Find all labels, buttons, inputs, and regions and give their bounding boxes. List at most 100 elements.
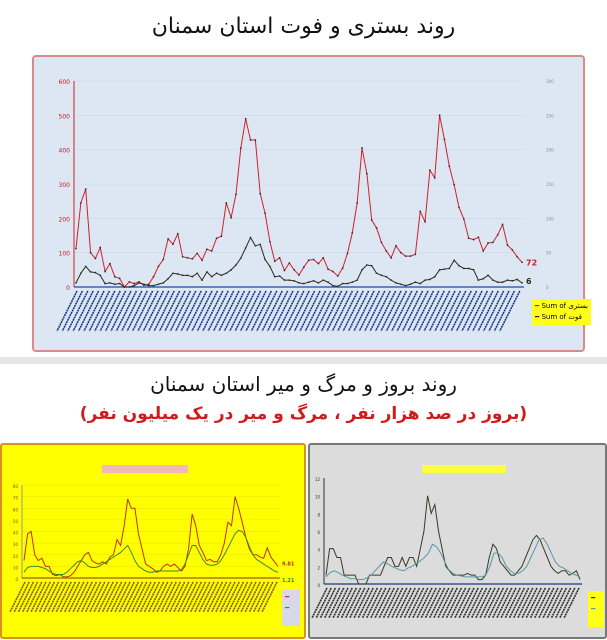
x-tick-label-mark [158,290,181,332]
data-point [395,281,397,284]
y-right-tick-label: 150 [546,182,554,187]
x-tick-label-mark [439,290,462,332]
x-tick-label-mark [126,581,144,613]
data-point [501,281,504,284]
chart-svg-mortality: 0 2 4 6 8 10 12 [311,477,582,619]
data-point [113,283,116,286]
x-tick-label-mark [401,290,424,332]
x-tick-label-mark [504,587,521,619]
data-point [356,279,359,282]
data-point [496,233,499,236]
data-point [506,279,509,282]
data-point [380,274,383,277]
x-tick-label-mark [483,587,500,619]
data-point [181,255,184,258]
y-tick-label: 70 [13,496,19,501]
x-tick-label-mark [455,290,478,332]
y-tick-label: 600 [59,79,71,86]
x-tick-label-mark [328,587,345,619]
legend-main: ━ Sum of بستری ━ Sum of فوت [532,299,592,325]
data-point [293,279,296,282]
x-tick-label-mark [361,587,379,619]
data-point [453,259,456,262]
data-point [89,270,92,273]
data-point [269,265,271,268]
data-point [404,284,407,287]
data-point [341,267,344,270]
x-tick-label-mark [215,581,232,613]
data-point [239,147,242,149]
data-point [288,262,291,264]
x-tick-label-mark [223,581,240,613]
x-tick-label-mark [67,290,89,332]
x-tick-label-mark [491,587,509,619]
x-tick-label-mark [538,587,555,619]
y-right-tick-label: 250 [546,113,554,118]
data-point [244,246,247,249]
data-point [307,281,310,284]
legend-mortality: ━ ━ [588,591,604,627]
x-tick-label-mark [407,587,425,619]
legend-item-hospitalized: ━ Sum of بستری [535,302,589,310]
data-point [307,259,310,262]
x-tick-label-mark [198,581,215,613]
x-tick-label-mark [84,581,102,613]
x-tick-label-mark [126,290,148,332]
x-tick-label-mark [229,290,251,332]
data-point [230,216,233,219]
x-tick-label-mark [175,290,197,332]
data-point [453,183,456,186]
chart-svg-main: 0 100 200 300 400 500 600 0 50 100 150 200 250 300 72 6 [56,79,554,332]
data-point [104,282,106,285]
chart-title-box [102,465,188,473]
data-point [317,281,320,284]
data-point [191,257,194,260]
x-tick-label-mark [105,581,123,613]
legend-label: Sum of بستری [541,302,589,310]
data-point [210,250,213,252]
data-point [458,206,460,209]
data-point [433,176,436,179]
data-point [249,139,252,141]
data-point [196,272,199,275]
data-point [142,283,145,286]
data-point [191,275,194,278]
x-tick-label-mark [55,581,72,613]
x-tick-label-mark [378,587,395,619]
data-point [443,268,446,271]
x-tick-label-mark [17,581,35,613]
x-tick-label-mark [227,581,245,613]
x-tick-label-mark [374,587,391,619]
x-tick-label-mark [403,587,421,619]
data-point [293,268,296,271]
x-tick-label-mark [244,581,261,613]
x-tick-label-mark [475,587,492,619]
x-tick-label-mark [369,290,391,332]
x-tick-label-mark [283,290,305,332]
data-point [472,238,475,241]
x-tick-label-mark [210,581,228,613]
data-point [220,274,223,277]
x-tick-label-mark [461,290,483,332]
data-point [462,267,465,270]
x-tick-label-mark [382,587,400,619]
x-tick-label-mark [512,587,530,619]
x-tick-label-mark [177,581,194,613]
x-tick-label-mark [121,290,143,332]
y-tick-label: 400 [59,148,71,155]
data-point [205,270,208,273]
data-point [94,271,97,274]
data-point [336,275,339,277]
x-tick-label-mark [488,290,510,332]
data-point [516,255,519,258]
x-tick-label-mark [342,290,364,332]
x-tick-label-mark [482,290,505,332]
x-tick-label-mark [148,290,170,332]
series-line-1 [23,529,279,576]
data-point [259,192,262,195]
x-tick-label-mark [508,587,526,619]
x-tick-label-mark [173,581,190,613]
data-point [186,256,189,259]
x-tick-label-mark [433,587,450,619]
x-tick-label-mark [412,587,429,619]
